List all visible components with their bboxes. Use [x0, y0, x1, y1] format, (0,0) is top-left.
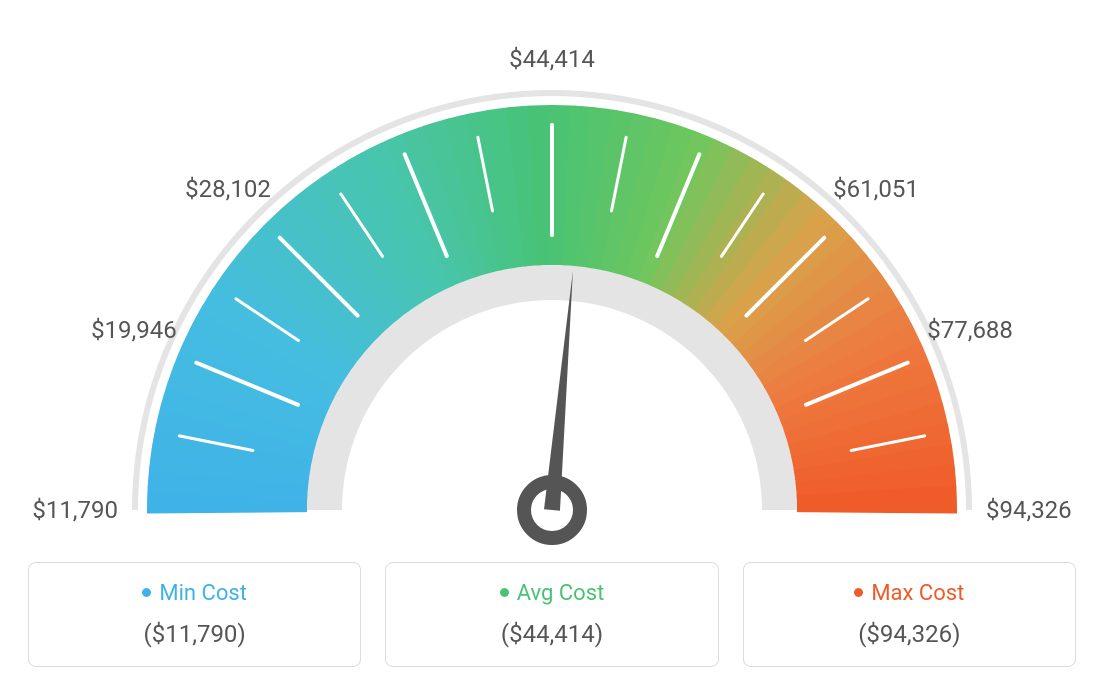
avg-cost-label: Avg Cost — [517, 581, 605, 606]
max-dot-icon — [854, 588, 863, 597]
min-cost-card: Min Cost ($11,790) — [28, 562, 361, 667]
min-cost-title: Min Cost — [39, 581, 350, 606]
avg-cost-title: Avg Cost — [396, 581, 707, 606]
min-dot-icon — [142, 588, 151, 597]
gauge-scale-label: $11,790 — [32, 496, 118, 524]
cost-summary-row: Min Cost ($11,790) Avg Cost ($44,414) Ma… — [0, 562, 1104, 667]
gauge-svg — [82, 30, 1022, 570]
avg-dot-icon — [500, 588, 509, 597]
gauge-scale-label: $44,414 — [509, 45, 595, 73]
max-cost-label: Max Cost — [871, 581, 964, 606]
avg-cost-value: ($44,414) — [396, 620, 707, 648]
gauge-scale-label: $19,946 — [91, 316, 177, 344]
gauge-scale-label: $94,326 — [986, 496, 1072, 524]
max-cost-value: ($94,326) — [754, 620, 1065, 648]
min-cost-label: Min Cost — [159, 581, 247, 606]
avg-cost-card: Avg Cost ($44,414) — [385, 562, 718, 667]
gauge-scale-label: $77,688 — [927, 316, 1013, 344]
max-cost-card: Max Cost ($94,326) — [743, 562, 1076, 667]
max-cost-title: Max Cost — [754, 581, 1065, 606]
min-cost-value: ($11,790) — [39, 620, 350, 648]
gauge-scale-label: $28,102 — [185, 175, 271, 203]
gauge-scale-label: $61,051 — [833, 175, 919, 203]
gauge-chart: $11,790 $19,946 $28,102 $44,414 $61,051 $77,6… — [0, 0, 1104, 560]
